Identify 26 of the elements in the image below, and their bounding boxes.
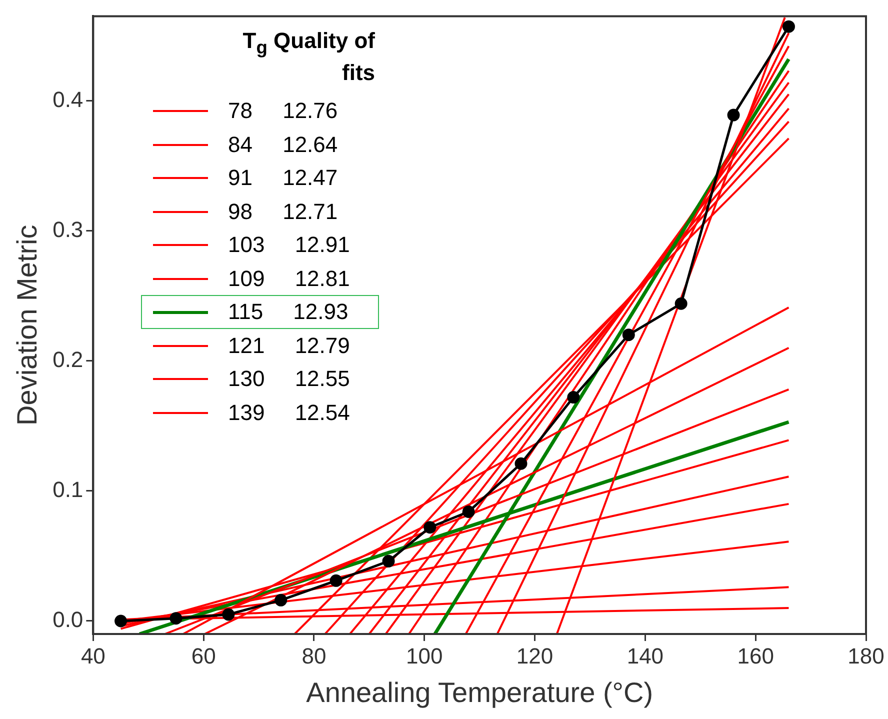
x-tick-label: 80 bbox=[302, 643, 326, 668]
x-axis-title: Annealing Temperature (°C) bbox=[306, 676, 654, 708]
legend-label: 121 12.79 bbox=[228, 332, 350, 359]
legend-label: 84 12.64 bbox=[228, 132, 338, 158]
x-tick-label: 180 bbox=[848, 643, 884, 668]
y-tick-label: 0.3 bbox=[52, 216, 84, 242]
x-tick-label: 120 bbox=[516, 643, 554, 668]
legend-label: 139 12.54 bbox=[228, 400, 350, 426]
x-tick-label: 40 bbox=[80, 643, 106, 668]
legend-label: 115 12.93 bbox=[228, 299, 348, 326]
legend-title: T$_{g}$ Quality of fits bbox=[242, 28, 375, 86]
x-tick-label: 140 bbox=[626, 643, 664, 668]
legend-label: 109 12.81 bbox=[228, 266, 350, 292]
y-tick-label: 0.1 bbox=[52, 476, 84, 502]
legend-label: 78 12.76 bbox=[228, 98, 338, 124]
x-tick-label: 160 bbox=[737, 643, 774, 668]
y-axis-title: Deviation Metric bbox=[12, 224, 43, 426]
x-tick-label: 100 bbox=[406, 643, 443, 668]
legend-label: 103 12.91 bbox=[228, 232, 350, 258]
y-tick-label: 0.4 bbox=[52, 86, 84, 112]
y-tick-label: 0.2 bbox=[52, 346, 84, 372]
x-tick-label: 60 bbox=[191, 643, 216, 668]
legend-label: 91 12.47 bbox=[228, 165, 338, 192]
legend-label: 98 12.71 bbox=[228, 198, 338, 225]
legend-label: 130 12.55 bbox=[228, 366, 350, 392]
y-tick-label: 0.0 bbox=[52, 607, 84, 632]
